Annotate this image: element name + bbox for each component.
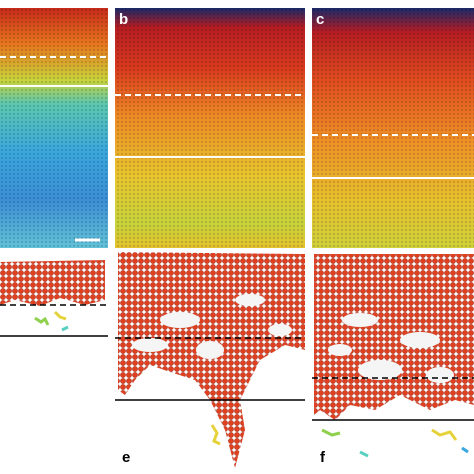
- bottom-row: e f: [0, 252, 474, 468]
- texture: [0, 8, 108, 248]
- texture: [312, 8, 474, 248]
- front-lines: [0, 56, 474, 242]
- panel-d-cluster: [0, 260, 105, 306]
- front-lines: [0, 304, 474, 421]
- panel-f-cluster: [314, 254, 474, 420]
- isolated-clusters: [34, 310, 469, 458]
- panel-label: e: [122, 449, 130, 466]
- panel-label: b: [119, 11, 128, 28]
- panel-e-cluster: [118, 252, 305, 468]
- top-row: b c: [0, 8, 474, 248]
- texture: [115, 8, 305, 248]
- pores: [132, 294, 454, 383]
- panel-label: c: [316, 11, 324, 28]
- panel-label: f: [320, 449, 326, 466]
